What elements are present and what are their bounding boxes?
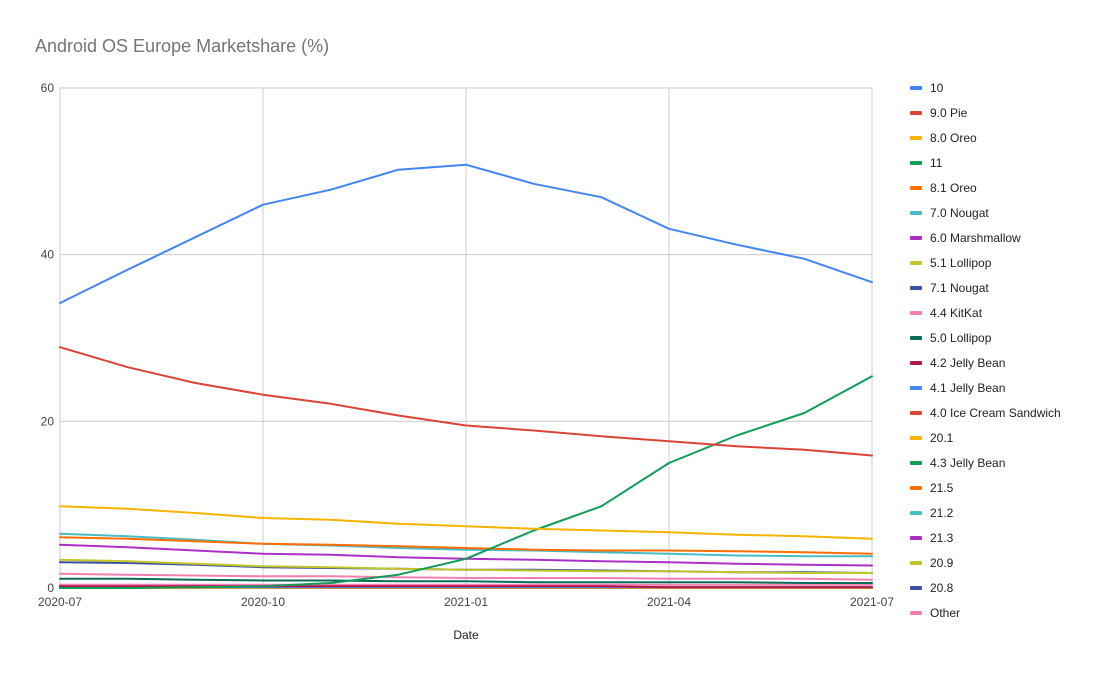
y-tick-label: 0 — [47, 581, 54, 595]
legend-item: 21.3 — [910, 531, 954, 545]
legend-label: 20.1 — [930, 431, 954, 445]
legend-label: 7.1 Nougat — [930, 281, 989, 295]
legend-item: 4.1 Jelly Bean — [910, 381, 1005, 395]
legend-item: 10 — [910, 81, 944, 95]
legend-label: 4.4 KitKat — [930, 306, 983, 320]
legend-swatch — [910, 611, 922, 615]
series-line-5-1-lollipop — [59, 558, 873, 574]
x-tick-label: 2021-04 — [647, 595, 691, 609]
series-line-4-4-kitkat — [59, 572, 873, 581]
legend-swatch — [910, 286, 922, 290]
legend-label: 11 — [930, 156, 943, 170]
legend-item: 20.1 — [910, 431, 954, 445]
legend-item: 4.0 Ice Cream Sandwich — [910, 406, 1061, 420]
legend-item: 5.0 Lollipop — [910, 331, 992, 345]
legend-item: 21.2 — [910, 506, 954, 520]
legend-label: 6.0 Marshmallow — [930, 231, 1021, 245]
y-axis-ticks: 0 20 40 60 — [41, 81, 55, 595]
legend-label: 4.3 Jelly Bean — [930, 456, 1005, 470]
series-line-10 — [59, 163, 873, 304]
legend-swatch — [910, 361, 922, 365]
legend-item: Other — [910, 606, 960, 620]
legend-item: 4.3 Jelly Bean — [910, 456, 1005, 470]
legend-label: 8.0 Oreo — [930, 131, 977, 145]
legend-label: 9.0 Pie — [930, 106, 968, 120]
legend-swatch — [910, 86, 922, 90]
legend-label: Other — [930, 606, 960, 620]
legend-item: 21.5 — [910, 481, 954, 495]
legend-swatch — [910, 461, 922, 465]
legend-item: 4.4 KitKat — [910, 306, 983, 320]
legend-label: 10 — [930, 81, 944, 95]
legend-swatch — [910, 486, 922, 490]
legend-item: 5.1 Lollipop — [910, 256, 992, 270]
series-line-7-0-nougat — [59, 532, 873, 558]
legend-item: 20.8 — [910, 581, 954, 595]
series-line-5-0-lollipop — [59, 577, 873, 584]
legend-item: 11 — [910, 156, 943, 170]
legend-label: 5.1 Lollipop — [930, 256, 992, 270]
legend-swatch — [910, 236, 922, 240]
legend-item: 20.9 — [910, 556, 954, 570]
legend-item: 7.1 Nougat — [910, 281, 989, 295]
legend-swatch — [910, 336, 922, 340]
series-line-9-0-pie — [59, 346, 873, 457]
series-line-8-0-oreo — [59, 505, 873, 540]
legend-swatch — [910, 586, 922, 590]
legend-label: 7.0 Nougat — [930, 206, 989, 220]
y-tick-label: 40 — [41, 248, 55, 262]
legend-label: 8.1 Oreo — [930, 181, 977, 195]
x-tick-label: 2021-01 — [444, 595, 488, 609]
legend-item: 8.0 Oreo — [910, 131, 977, 145]
legend-item: 9.0 Pie — [910, 106, 968, 120]
legend-swatch — [910, 511, 922, 515]
legend-swatch — [910, 161, 922, 165]
legend-label: 4.2 Jelly Bean — [930, 356, 1005, 370]
legend-label: 4.1 Jelly Bean — [930, 381, 1005, 395]
x-axis-ticks: 2020-07 2020-10 2021-01 2021-04 2021-07 — [38, 595, 894, 609]
y-tick-label: 20 — [41, 414, 55, 428]
legend-swatch — [910, 261, 922, 265]
series-lines — [59, 163, 873, 589]
x-tick-label: 2020-07 — [38, 595, 82, 609]
legend-item: 7.0 Nougat — [910, 206, 989, 220]
legend-label: 5.0 Lollipop — [930, 331, 992, 345]
legend-item: 4.2 Jelly Bean — [910, 356, 1005, 370]
x-axis-title: Date — [453, 628, 479, 642]
legend-item: 8.1 Oreo — [910, 181, 977, 195]
legend-label: 4.0 Ice Cream Sandwich — [930, 406, 1061, 420]
series-line-8-1-oreo — [59, 536, 873, 555]
x-tick-label: 2020-10 — [241, 595, 285, 609]
legend-swatch — [910, 136, 922, 140]
chart-title: Android OS Europe Marketshare (%) — [35, 36, 329, 56]
legend-swatch — [910, 311, 922, 315]
series-line-11 — [59, 375, 873, 589]
legend-label: 20.8 — [930, 581, 954, 595]
legend-swatch — [910, 386, 922, 390]
y-tick-label: 60 — [41, 81, 55, 95]
legend-swatch — [910, 411, 922, 415]
legend-swatch — [910, 211, 922, 215]
legend-label: 21.2 — [930, 506, 954, 520]
legend-label: 21.5 — [930, 481, 954, 495]
legend-swatch — [910, 186, 922, 190]
legend-swatch — [910, 561, 922, 565]
legend-item: 6.0 Marshmallow — [910, 231, 1021, 245]
x-tick-label: 2021-07 — [850, 595, 894, 609]
legend-label: 21.3 — [930, 531, 954, 545]
legend-swatch — [910, 436, 922, 440]
legend: 10 9.0 Pie 8.0 Oreo 11 8.1 Oreo 7.0 Nougat 6.0… — [910, 81, 1061, 620]
legend-label: 20.9 — [930, 556, 954, 570]
legend-swatch — [910, 536, 922, 540]
legend-swatch — [910, 111, 922, 115]
